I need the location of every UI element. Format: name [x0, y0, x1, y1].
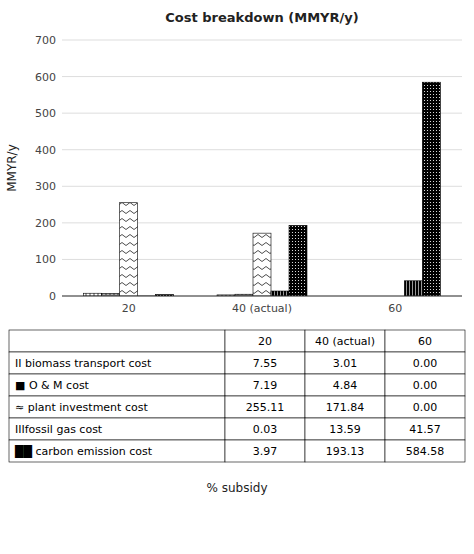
table-cell — [305, 440, 385, 462]
table-value: 0.00 — [413, 401, 438, 414]
table-cell — [385, 374, 465, 396]
table-value: 7.55 — [253, 357, 278, 370]
title: Cost breakdown (MMYR/y) — [165, 10, 358, 25]
legend-entry: biomass transport cost — [25, 357, 152, 370]
grid — [62, 40, 462, 296]
table-value: 3.97 — [253, 445, 278, 458]
y-tick-label: 600 — [35, 71, 56, 84]
legend-symbol: ■ — [15, 379, 29, 392]
y-tick-label: 100 — [35, 253, 56, 266]
table-header-cell — [225, 330, 305, 352]
table-value: 193.13 — [326, 445, 365, 458]
y-tick-label: 0 — [49, 290, 56, 303]
table-row-label: IIIfossil gas cost — [15, 423, 103, 436]
y-axis-label: MMYR/y — [5, 144, 19, 192]
table-value: 0.03 — [253, 423, 278, 436]
grid-line — [62, 296, 462, 297]
table-row-label-cell — [9, 440, 225, 462]
table-cell — [305, 352, 385, 374]
grid-line — [62, 76, 462, 77]
legend-entry: O & M cost — [29, 379, 90, 392]
grid-line — [62, 113, 462, 114]
table-header-cell — [9, 330, 225, 352]
table-row-label-cell — [9, 374, 225, 396]
legend-symbol: II — [15, 357, 25, 370]
table-value: 3.01 — [333, 357, 358, 370]
x-tick-label: 20 — [122, 302, 136, 315]
table-value: 171.84 — [326, 401, 365, 414]
table-value: 0.00 — [413, 379, 438, 392]
bar — [422, 82, 440, 296]
table-cell — [305, 418, 385, 440]
table-header-cell — [305, 330, 385, 352]
bar — [404, 281, 422, 296]
y-tick-label: 700 — [35, 34, 56, 47]
table-row-label: II biomass transport cost — [15, 357, 152, 370]
y-tick-label: 400 — [35, 144, 56, 157]
table-header-text: 60 — [418, 335, 432, 348]
legend-entry: fossil gas cost — [25, 423, 103, 436]
table-cell — [225, 396, 305, 418]
table-value: 7.19 — [253, 379, 278, 392]
x-axis-label: % subsidy — [207, 481, 268, 495]
table-value: 41.57 — [409, 423, 441, 436]
table-header-cell — [385, 330, 465, 352]
table-value: 584.58 — [406, 445, 445, 458]
table-row-label-cell — [9, 418, 225, 440]
table-cell — [225, 352, 305, 374]
table-row-label: ■ O & M cost — [15, 379, 90, 392]
bars — [84, 82, 441, 296]
table-cell — [225, 440, 305, 462]
bar — [253, 233, 271, 296]
table-row-label-cell — [9, 352, 225, 374]
x-tick-label: 40 (actual) — [232, 302, 292, 315]
bar — [289, 225, 307, 296]
y-tick-label: 200 — [35, 217, 56, 230]
table-row-label: ≈ plant investment cost — [15, 401, 148, 414]
legend-entry: plant investment cost — [28, 401, 149, 414]
table-header-text: 40 (actual) — [315, 335, 375, 348]
x-tick-label: 60 — [388, 302, 402, 315]
table-value: 0.00 — [413, 357, 438, 370]
grid-line — [62, 40, 462, 41]
bar — [271, 291, 289, 296]
table-row-label: ██ carbon emission cost — [14, 444, 153, 458]
table-value: 4.84 — [333, 379, 358, 392]
x-axis-line — [62, 296, 462, 297]
table-header-text: 20 — [258, 335, 272, 348]
bar — [120, 203, 138, 296]
table-cell — [385, 396, 465, 418]
table-cell — [225, 374, 305, 396]
table: 20 40 (actual) 60 II biomass transport cost… — [9, 330, 465, 462]
table-cell — [385, 352, 465, 374]
table-cell — [305, 396, 385, 418]
y-tick-label: 300 — [35, 180, 56, 193]
table-cell — [385, 418, 465, 440]
table-row-label-cell — [9, 396, 225, 418]
table-value: 13.59 — [329, 423, 361, 436]
grid-line — [62, 186, 462, 187]
table-cell — [385, 440, 465, 462]
y-tick-label: 500 — [35, 107, 56, 120]
legend-entry: carbon emission cost — [35, 445, 152, 458]
legend-symbol: ≈ — [15, 401, 28, 414]
table-cell — [225, 418, 305, 440]
chart: Cost breakdown (MMYR/y) MMYR/y 0 100 200 300 4… — [0, 0, 474, 554]
table-cell — [305, 374, 385, 396]
legend-symbol: III — [15, 423, 25, 436]
grid-line — [62, 149, 462, 150]
table-value: 255.11 — [246, 401, 285, 414]
legend-symbol: ██ — [14, 444, 35, 458]
